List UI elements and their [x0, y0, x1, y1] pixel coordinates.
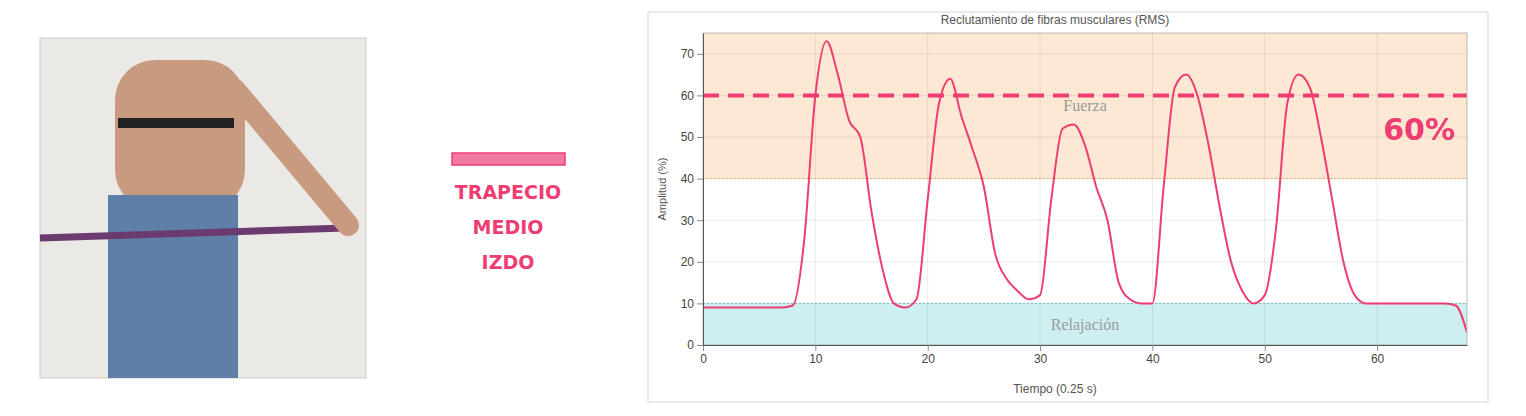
- axis-line: [704, 345, 1468, 346]
- y-axis-title: Amplitud (%): [656, 158, 668, 221]
- tick-label: 20: [681, 255, 695, 269]
- tick-mark: [1377, 345, 1378, 351]
- photo-figure-strap: [118, 118, 234, 128]
- muscle-label-line: IZDO: [482, 251, 535, 273]
- tick-mark: [697, 179, 703, 180]
- tick-mark: [697, 345, 703, 346]
- grid-line-y: [703, 53, 1467, 54]
- muscle-label-line: TRAPECIO: [455, 181, 561, 203]
- axis-line: [703, 34, 704, 346]
- chart-title: Reclutamiento de fibras musculares (RMS): [941, 13, 1170, 27]
- chart-panel: [648, 12, 1488, 402]
- tick-mark: [697, 220, 703, 221]
- tick: 20: [681, 255, 703, 269]
- tick: 50: [681, 130, 703, 144]
- tick: 50: [1259, 345, 1273, 366]
- grid-line-y: [703, 178, 1467, 179]
- tick-label: 40: [681, 172, 695, 186]
- y-axis: 0 10 20 30 40 50 60 70: [681, 34, 704, 353]
- grid-line-y: [703, 261, 1467, 262]
- tick-label: 40: [1146, 352, 1160, 366]
- tick: 40: [681, 172, 703, 186]
- grid-line-y: [703, 303, 1467, 304]
- tick-label: 30: [681, 214, 695, 228]
- grid-line-x: [1152, 33, 1153, 345]
- grid-line-x: [1040, 33, 1041, 345]
- label-bar: [452, 153, 565, 165]
- plot-frame: [703, 33, 1467, 345]
- photo: [40, 38, 366, 378]
- grid-line-y: [703, 137, 1467, 138]
- tick-label: 20: [922, 352, 936, 366]
- photo-figure-jeans: [108, 195, 238, 378]
- band: [703, 33, 1467, 179]
- tick: 40: [1146, 345, 1160, 366]
- tick-mark: [1040, 345, 1041, 351]
- tick: 10: [681, 297, 703, 311]
- x-axis-title: Tiempo (0.25 s): [1013, 382, 1097, 396]
- data-line: [703, 41, 1467, 332]
- photo-band: [40, 228, 345, 238]
- tick-label: 70: [681, 47, 695, 61]
- tick-mark: [697, 303, 703, 304]
- photo-frame: [40, 38, 366, 378]
- muscle-label: TRAPECIO MEDIO IZDO: [455, 181, 561, 273]
- tick-label: 60: [1371, 352, 1385, 366]
- reference-label: 60%: [1383, 112, 1455, 147]
- tick-mark: [703, 345, 704, 351]
- band: [703, 303, 1467, 345]
- tick: 60: [681, 89, 703, 103]
- tick-label: 30: [1034, 352, 1048, 366]
- tick-mark: [697, 262, 703, 263]
- grid-line-x: [1377, 33, 1378, 345]
- tick-label: 0: [700, 352, 707, 366]
- plot-area: [703, 33, 1467, 345]
- photo-figure-torso: [115, 60, 245, 210]
- tick-mark: [697, 137, 703, 138]
- tick-mark: [815, 345, 816, 351]
- tick: 60: [1371, 345, 1385, 366]
- band-label: Relajación: [1051, 316, 1119, 334]
- tick-mark: [697, 54, 703, 55]
- tick: 10: [809, 345, 823, 366]
- tick-mark: [697, 95, 703, 96]
- tick-label: 50: [681, 130, 695, 144]
- tick: 0: [700, 345, 707, 366]
- tick-mark: [928, 345, 929, 351]
- tick: 0: [687, 338, 703, 352]
- tick: 70: [681, 47, 703, 61]
- grid-line-x: [1264, 33, 1265, 345]
- muscle-label-line: MEDIO: [473, 216, 544, 238]
- grid-line-x: [815, 33, 816, 345]
- x-axis: 0 10 20 30 40 50 60: [700, 345, 1467, 366]
- tick-label: 0: [687, 338, 694, 352]
- grid-line-y: [703, 95, 1467, 96]
- grid-line-x: [703, 33, 704, 345]
- tick: 30: [1034, 345, 1048, 366]
- photo-arm: [235, 90, 348, 225]
- tick-label: 10: [809, 352, 823, 366]
- tick-label: 60: [681, 89, 695, 103]
- grid-line-y: [703, 220, 1467, 221]
- tick-label: 10: [681, 297, 695, 311]
- band-label: Fuerza: [1063, 97, 1107, 114]
- tick: 30: [681, 214, 703, 228]
- tick-label: 50: [1259, 352, 1273, 366]
- tick-mark: [1265, 345, 1266, 351]
- tick: 20: [922, 345, 936, 366]
- tick-mark: [1152, 345, 1153, 351]
